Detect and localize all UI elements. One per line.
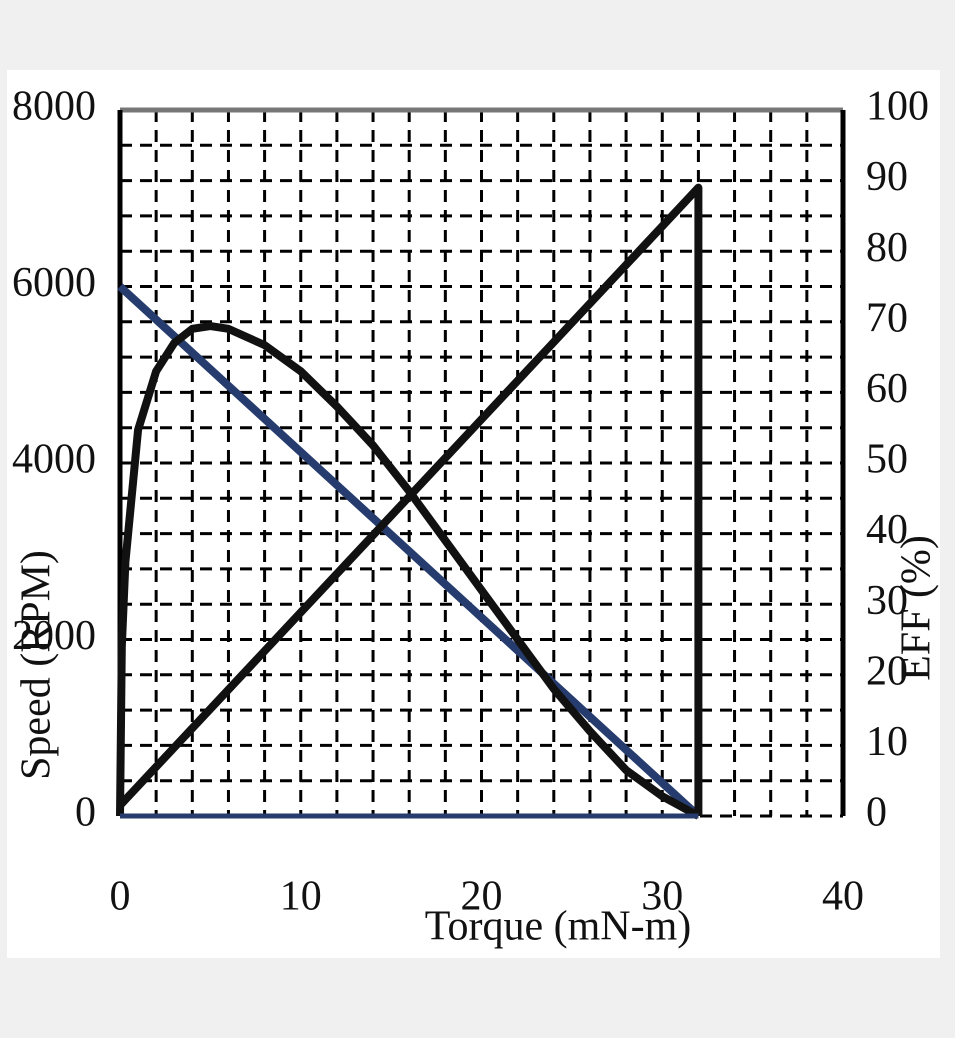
x-tick-label: 30 [641, 874, 683, 920]
y-tick-label: 2000 [12, 613, 96, 659]
x-axis-label: Torque (mN-m) [425, 904, 691, 950]
y2-tick-label: 0 [866, 790, 887, 836]
y2-tick-label: 50 [866, 437, 908, 483]
y2-axis-label: EFF (%) [894, 535, 940, 681]
y2-tick-label: 40 [866, 507, 908, 553]
y2-tick-label: 10 [866, 719, 908, 765]
y-tick-label: 4000 [12, 437, 96, 483]
x-tick-label: 10 [280, 874, 322, 920]
y2-tick-label: 100 [866, 84, 929, 130]
y2-tick-label: 70 [866, 295, 908, 341]
x-tick-label: 40 [822, 874, 864, 920]
y2-tick-label: 80 [866, 225, 908, 271]
series-line [117, 183, 703, 816]
x-tick-label: 0 [110, 874, 131, 920]
y2-tick-label: 20 [866, 648, 908, 694]
series-line [116, 322, 701, 820]
y-tick-label: 6000 [12, 260, 96, 306]
y-tick-label: 8000 [12, 84, 96, 130]
chart-background [7, 70, 940, 958]
series-line [117, 283, 702, 819]
x-tick-label: 20 [461, 874, 503, 920]
y2-tick-label: 30 [866, 578, 908, 624]
y-tick-label: 0 [75, 790, 96, 836]
y2-tick-label: 60 [866, 366, 908, 412]
y2-tick-label: 90 [866, 154, 908, 200]
y-axis-label: Speed (RPM) [14, 550, 60, 780]
